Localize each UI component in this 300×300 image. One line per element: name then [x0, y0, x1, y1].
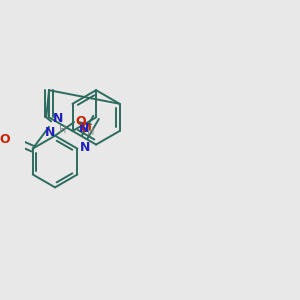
Text: N: N	[80, 141, 90, 154]
Text: O: O	[81, 122, 91, 135]
Text: N: N	[53, 112, 63, 125]
Text: H: H	[59, 125, 67, 135]
Text: N: N	[79, 122, 89, 135]
Text: O: O	[0, 133, 11, 146]
Text: N: N	[45, 125, 56, 139]
Text: H: H	[87, 127, 94, 137]
Text: O: O	[75, 115, 86, 128]
